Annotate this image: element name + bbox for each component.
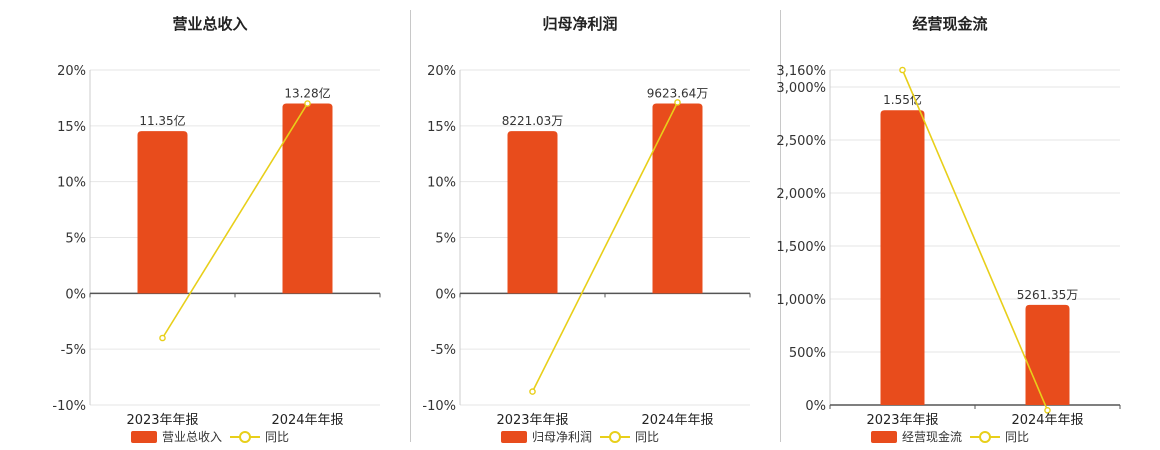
legend-item-bar[interactable]: 归母净利润 [500, 428, 592, 445]
growth-point [304, 100, 311, 107]
bar [282, 103, 333, 294]
y-tick-label: 0% [805, 399, 826, 414]
net-profit-chart-panel: 归母净利润 20% 15% 10% 5% 0% -5% -10% 8221.03万 9623.6… [390, 0, 770, 450]
legend-bar-swatch [500, 430, 527, 443]
growth-line [531, 102, 679, 392]
growth-point [529, 388, 536, 395]
panel-divider [780, 10, 781, 442]
y-tick-label: 1,000% [776, 293, 826, 308]
chart-title: 营业总收入 [172, 15, 248, 33]
y-tick-label: 5% [65, 232, 86, 247]
x-tick-label: 2023年年报 [866, 413, 938, 425]
revenue-chart-panel: 营业总收入 20% 15% 10% 5% 0% -5% -10% 11.35亿 13.28亿 20… [20, 0, 400, 450]
growth-point [159, 334, 166, 342]
growth-point [1044, 407, 1051, 414]
y-tick-label: 10% [427, 176, 456, 191]
bar [1025, 304, 1070, 405]
bar-value-label: 9623.64万 [647, 87, 709, 101]
bar-value-label: 1.55亿 [883, 92, 922, 107]
y-tick-label: -5% [61, 343, 86, 358]
legend-item-line[interactable]: 同比 [970, 428, 1029, 445]
chart-legend: 归母净利润 同比 [390, 428, 770, 445]
y-tick-label: 10% [57, 176, 86, 191]
y-tick-label: 20% [427, 64, 456, 79]
x-tick-label: 2023年年报 [496, 413, 568, 425]
y-tick-label: 2,500% [776, 134, 826, 149]
chart-title: 归母净利润 [542, 15, 618, 33]
x-tick-label: 2024年年报 [641, 413, 713, 425]
legend-item-line[interactable]: 同比 [230, 428, 289, 445]
operating-cashflow-chart: 3,160% 3,000% 2,500% 2,000% 1,500% 1,000% 500%… [776, 64, 1121, 425]
x-tick-label: 2024年年报 [1011, 413, 1083, 425]
legend-bar-label: 营业总收入 [161, 430, 222, 444]
y-tick-label: 15% [427, 120, 456, 135]
bar-value-label: 11.35亿 [139, 113, 185, 128]
legend-bar-label: 经营现金流 [901, 430, 962, 444]
legend-line-swatch [600, 430, 630, 443]
chart-title: 经营现金流 [912, 15, 988, 33]
legend-bar-swatch [870, 430, 897, 443]
legend-line-label: 同比 [265, 430, 290, 444]
revenue-chart: 20% 15% 10% 5% 0% -5% -10% 11.35亿 13.28亿 2023年年报 2… [52, 64, 381, 425]
y-tick-label: 500% [789, 346, 826, 361]
y-tick-label: -10% [52, 399, 86, 414]
y-tick-label: 5% [435, 232, 456, 247]
operating-cashflow-chart-panel: 经营现金流 3,160% 3,000% 2,500% 2,000% 1,500% 1,00… [760, 0, 1140, 450]
legend-line-swatch [230, 430, 260, 443]
y-tick-label: -5% [431, 343, 456, 358]
y-tick-label: 3,000% [776, 81, 826, 96]
bar-value-label: 8221.03万 [502, 114, 564, 128]
x-tick-label: 2023年年报 [126, 413, 198, 425]
bar [652, 103, 703, 294]
chart-legend: 营业总收入 同比 [20, 428, 400, 445]
growth-line [901, 69, 1049, 411]
y-tick-label: 15% [57, 120, 86, 135]
panel-divider [410, 10, 411, 442]
legend-bar-label: 归母净利润 [531, 430, 592, 444]
chart-legend: 经营现金流 同比 [760, 428, 1140, 445]
bar [880, 110, 925, 405]
growth-point [674, 99, 681, 106]
legend-item-line[interactable]: 同比 [600, 428, 659, 445]
y-tick-label: 0% [435, 287, 456, 302]
legend-bar-swatch [130, 430, 157, 443]
legend-item-bar[interactable]: 经营现金流 [870, 428, 962, 445]
bar-value-label: 5261.35万 [1017, 288, 1079, 302]
y-tick-label: 20% [57, 64, 86, 79]
net-profit-chart: 20% 15% 10% 5% 0% -5% -10% 8221.03万 9623.64万 2023… [422, 64, 751, 425]
legend-item-bar[interactable]: 营业总收入 [130, 428, 222, 445]
y-tick-label: 3,160% [776, 64, 826, 79]
legend-line-swatch [970, 430, 1000, 443]
y-tick-label: -10% [422, 399, 456, 414]
y-tick-label: 1,500% [776, 240, 826, 255]
growth-point [899, 66, 906, 74]
legend-line-label: 同比 [635, 430, 660, 444]
y-tick-label: 2,000% [776, 187, 826, 202]
bar-value-label: 13.28亿 [284, 86, 330, 101]
bar [137, 131, 188, 294]
y-tick-label: 0% [65, 287, 86, 302]
x-tick-label: 2024年年报 [271, 413, 343, 425]
legend-line-label: 同比 [1005, 430, 1030, 444]
growth-line [161, 103, 309, 339]
bar [507, 131, 558, 294]
